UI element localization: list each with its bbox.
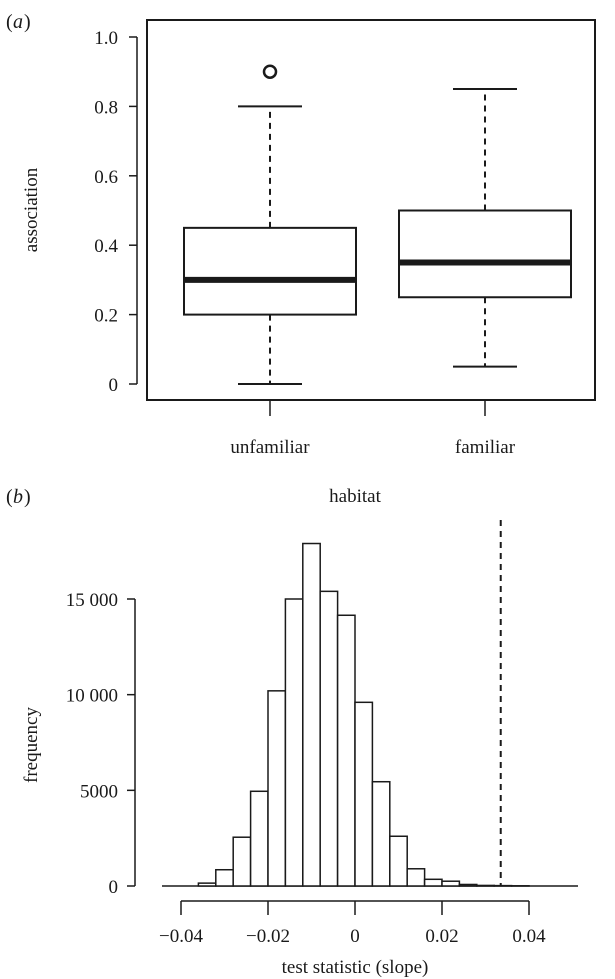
panel-b-label: b (13, 486, 23, 508)
panel-b-y-tick-label: 15 000 (66, 590, 118, 611)
panel-b-histogram-bar (197, 882, 217, 887)
panel-b-histogram-bar (389, 835, 408, 887)
panel-b-histogram-bar (423, 878, 443, 887)
panel-b-histogram-bar (476, 884, 495, 887)
panel-b-histogram: ( b ) habitat 0 5000 10 000 15 000 frequenc… (6, 486, 578, 978)
panel-b-y-tick-label: 10 000 (66, 686, 118, 707)
panel-b-x-tick-label: 0.04 (512, 926, 546, 947)
panel-b-histogram-bar (441, 880, 461, 887)
panel-b-histogram-bar (302, 542, 321, 887)
panel-b-y-axis-label: frequency (21, 707, 42, 783)
panel-b-histogram-bar (336, 614, 356, 887)
panel-a-y-axis-label: association (21, 167, 42, 252)
panel-b-paren-open: ( (6, 486, 13, 508)
panel-b-histogram-bar (215, 868, 234, 887)
panel-b-x-tick-label: −0.04 (159, 926, 203, 947)
panel-b-bars (197, 542, 530, 887)
panel-b-histogram-bar (354, 701, 374, 887)
panel-a-x-tick-label: unfamiliar (230, 437, 310, 458)
panel-b-histogram-bar (406, 868, 426, 887)
panel-a-y-tick-label: 0 (109, 375, 119, 396)
panel-b-histogram-bar (319, 590, 339, 887)
panel-b-x-tick-label: 0 (350, 926, 360, 947)
panel-b-x-tick-label: −0.02 (246, 926, 290, 947)
panel-b-histogram-bar (267, 690, 287, 887)
panel-a-paren-open: ( (6, 11, 13, 33)
panel-b-paren-close: ) (24, 486, 31, 508)
panel-a-y-tick-label: 1.0 (94, 28, 118, 49)
panel-b-x-axis-label: test statistic (slope) (282, 957, 429, 978)
panel-a-frame (146, 19, 596, 401)
panel-a-label: a (13, 11, 23, 33)
panel-b-y-tick-label: 0 (109, 877, 119, 898)
panel-a-paren-close: ) (24, 11, 31, 33)
panel-b-histogram-bar (232, 836, 252, 887)
panel-b-x-ticks: −0.04 −0.02 0 0.02 0.04 (159, 901, 546, 947)
panel-a-y-tick-label: 0.4 (94, 236, 118, 257)
panel-a-outlier-point (262, 64, 278, 79)
panel-a-box-unfamiliar (183, 64, 357, 385)
panel-a-y-tick-label: 0.2 (94, 306, 118, 327)
panel-b-histogram-bar (371, 780, 391, 887)
panel-a-y-tick-label: 0.8 (94, 97, 118, 118)
panel-b-y-tick-label: 5000 (80, 781, 118, 802)
panel-a-box-familiar (398, 88, 572, 368)
panel-b-histogram-bar (284, 598, 304, 887)
panel-a-x-ticks: unfamiliar familiar (230, 400, 516, 458)
panel-b-histogram-bar (458, 883, 478, 887)
panel-a-boxplot: ( a ) 0 0.2 0.4 0.6 0.8 1.0 association unfam… (6, 11, 596, 458)
panel-b-histogram-bar (249, 790, 269, 887)
panel-b-y-ticks: 0 5000 10 000 15 000 (66, 590, 135, 898)
panel-a-y-ticks: 0 0.2 0.4 0.6 0.8 1.0 (94, 28, 137, 396)
panel-a-x-tick-label: familiar (455, 437, 516, 458)
panel-a-iqr-box (183, 226, 357, 316)
panel-a-iqr-box (398, 209, 572, 299)
panel-b-title: habitat (329, 486, 381, 507)
panel-b-x-tick-label: 0.02 (425, 926, 458, 947)
panel-a-boxes (183, 64, 572, 385)
panel-a-y-tick-label: 0.6 (94, 167, 118, 188)
